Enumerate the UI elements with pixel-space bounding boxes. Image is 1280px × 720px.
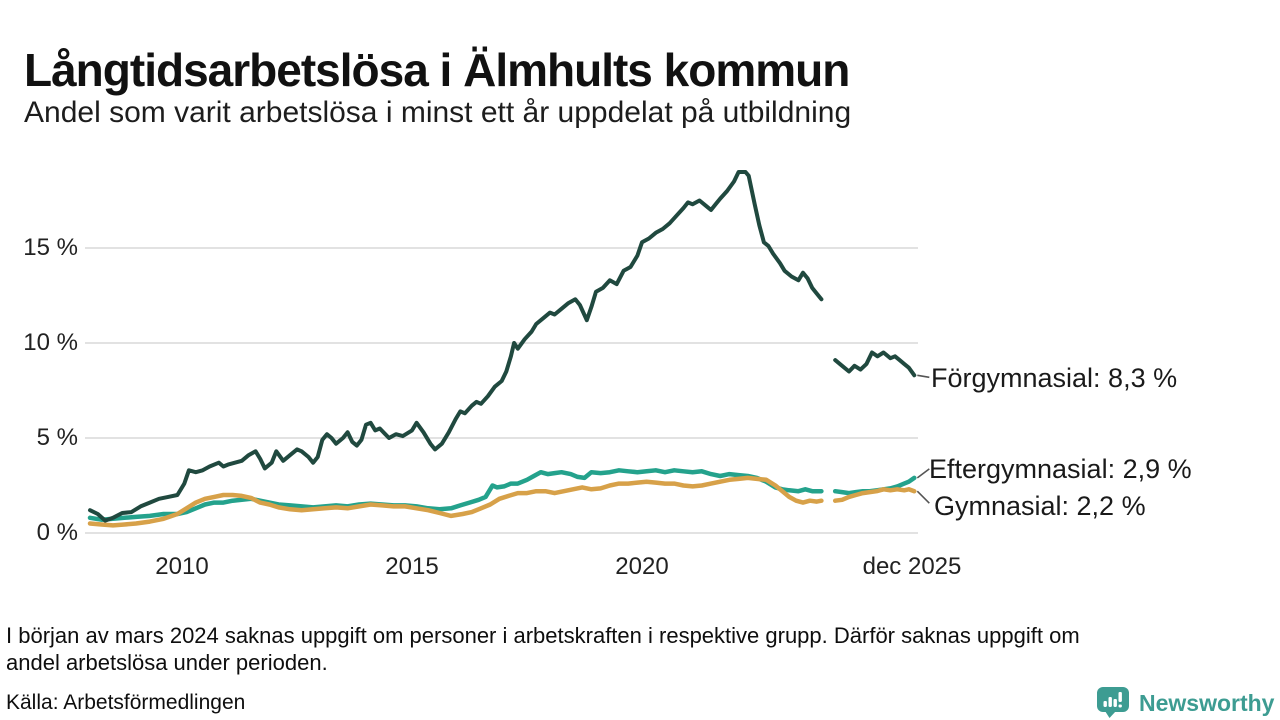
label-connector-gymnasial (916, 490, 930, 504)
x-axis-tick-2015: 2015 (385, 553, 439, 580)
newsworthy-logo-icon (1097, 687, 1129, 718)
footnote-line-1: I början av mars 2024 saknas uppgift om … (6, 623, 1080, 648)
source-credit: Källa: Arbetsförmedlingen (6, 691, 246, 714)
y-axis-tick-15: 15 % (23, 234, 78, 261)
x-axis-tick-2010: 2010 (155, 553, 209, 580)
footnote-line-2: andel arbetslösa under perioden. (6, 650, 328, 675)
series-line-forgymnasial-1 (833, 350, 917, 378)
series-line-eftergymnasial-0 (87, 468, 824, 522)
page-subtitle: Andel som varit arbetslösa i minst ett å… (24, 96, 852, 129)
series-label-gymnasial: Gymnasial: 2,2 % (934, 491, 1146, 521)
label-connector-forgymnasial (917, 374, 930, 379)
newsworthy-wordmark: Newsworthy (1139, 690, 1275, 716)
series-line-forgymnasial-0 (88, 170, 824, 523)
y-axis-tick-5: 5 % (36, 424, 78, 451)
series-line-gymnasial-0 (87, 475, 824, 528)
series-label-forgymnasial: Förgymnasial: 8,3 % (931, 363, 1178, 393)
y-axis-tick-0: 0 % (36, 519, 78, 546)
newsworthy-brand: Newsworthy (1096, 684, 1274, 720)
page-title: Långtidsarbetslösa i Älmhults kommun (24, 43, 850, 96)
series-line-gymnasial-1 (832, 487, 917, 503)
x-axis-tick-dec-2025: dec 2025 (862, 553, 962, 580)
x-axis-tick-2020: 2020 (615, 553, 669, 580)
label-connector-eftergymnasial (916, 468, 930, 479)
series-label-eftergymnasial: Eftergymnasial: 2,9 % (929, 454, 1192, 484)
y-axis-tick-10: 10 % (23, 329, 78, 356)
